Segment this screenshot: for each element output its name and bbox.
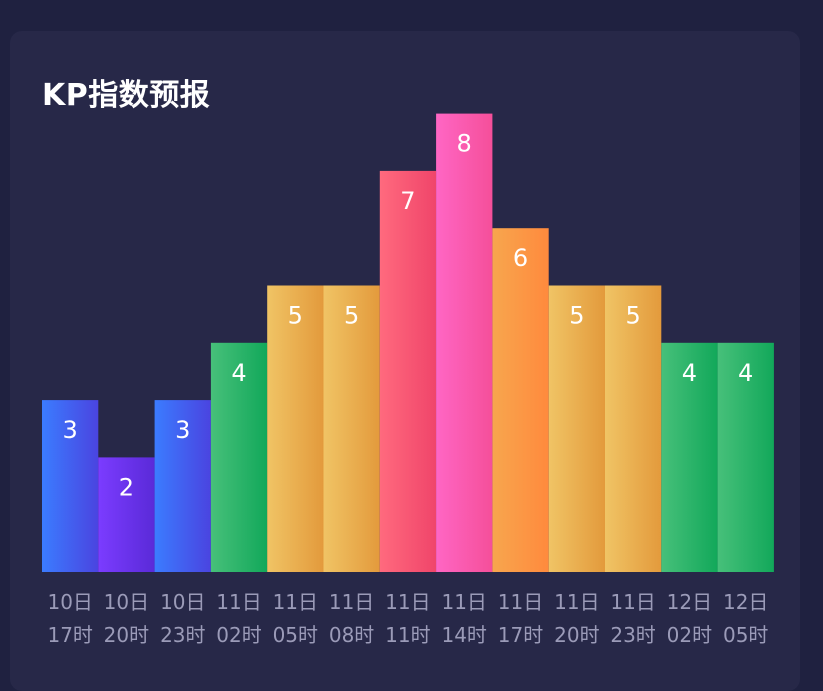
x-tick-label-0-hour: 17时 [47, 623, 92, 647]
chart-title: KP指数预报 [42, 78, 211, 113]
bar-11 [661, 342, 718, 572]
x-tick-label-11-day: 12日 [667, 590, 712, 614]
bar-2 [154, 400, 211, 572]
x-tick-label-3-hour: 02时 [216, 623, 261, 647]
bar-value-label-12: 4 [738, 359, 753, 387]
bar-value-label-8: 6 [513, 244, 528, 272]
bar-0 [42, 400, 99, 572]
x-tick-label-7-day: 11日 [441, 590, 486, 614]
bar-6 [379, 170, 437, 572]
x-tick-label-4-hour: 05时 [273, 623, 318, 647]
x-tick-label-12-hour: 05时 [723, 623, 768, 647]
bar-5 [323, 285, 380, 572]
bar-value-label-0: 3 [63, 416, 78, 444]
x-tick-label-6-hour: 11时 [385, 623, 430, 647]
x-tick-label-9-day: 11日 [554, 590, 599, 614]
x-tick-label-2-hour: 23时 [160, 623, 205, 647]
bar-value-label-5: 5 [344, 302, 359, 330]
x-tick-label-4-day: 11日 [273, 590, 318, 614]
x-tick-label-9-hour: 20时 [554, 623, 599, 647]
x-tick-label-10-day: 11日 [610, 590, 655, 614]
bar-8 [492, 228, 549, 572]
x-tick-label-5-day: 11日 [329, 590, 374, 614]
x-tick-label-8-hour: 17时 [498, 623, 543, 647]
bar-value-label-1: 2 [119, 473, 134, 501]
bar-value-label-6: 7 [400, 187, 415, 215]
bar-7 [436, 113, 493, 572]
bar-1 [98, 457, 155, 572]
x-tick-label-1-hour: 20时 [104, 623, 149, 647]
bar-value-label-3: 4 [231, 359, 246, 387]
bar-value-label-7: 8 [457, 130, 472, 158]
x-tick-label-1-day: 10日 [104, 590, 149, 614]
x-tick-label-0-day: 10日 [47, 590, 92, 614]
bar-value-label-2: 3 [175, 416, 190, 444]
x-tick-label-11-hour: 02时 [667, 623, 712, 647]
x-tick-label-5-hour: 08时 [329, 623, 374, 647]
x-tick-label-8-day: 11日 [498, 590, 543, 614]
bar-value-label-4: 5 [288, 302, 303, 330]
bar-value-label-10: 5 [625, 302, 640, 330]
x-tick-label-7-hour: 14时 [441, 623, 486, 647]
x-tick-label-3-day: 11日 [216, 590, 261, 614]
x-tick-label-6-day: 11日 [385, 590, 430, 614]
bar-3 [210, 342, 268, 572]
bar-10 [605, 285, 662, 572]
x-tick-label-12-day: 12日 [723, 590, 768, 614]
x-tick-label-10-hour: 23时 [610, 623, 655, 647]
bar-4 [267, 285, 324, 572]
x-tick-label-2-day: 10日 [160, 590, 205, 614]
bar-value-label-9: 5 [569, 302, 584, 330]
bar-9 [548, 285, 605, 572]
bar-12 [717, 342, 774, 572]
bar-value-label-11: 4 [682, 359, 697, 387]
